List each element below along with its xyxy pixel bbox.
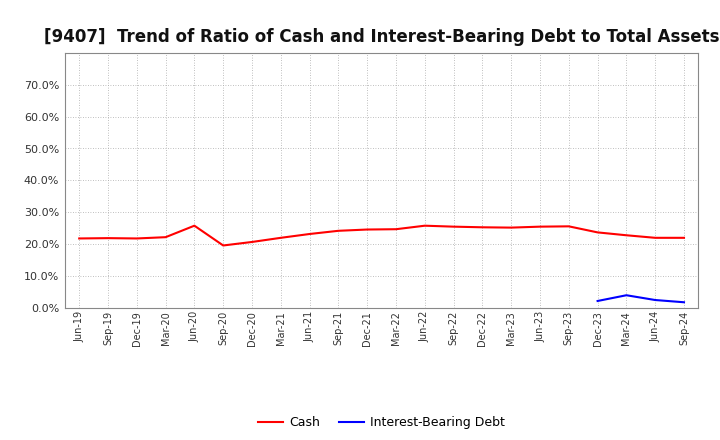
Interest-Bearing Debt	[680, 300, 688, 305]
Cash	[305, 231, 314, 237]
Cash	[680, 235, 688, 240]
Cash	[392, 227, 400, 232]
Cash	[507, 225, 516, 230]
Cash	[420, 223, 429, 228]
Cash	[478, 225, 487, 230]
Cash	[276, 235, 285, 240]
Cash	[248, 239, 256, 245]
Interest-Bearing Debt	[593, 298, 602, 304]
Cash	[190, 223, 199, 228]
Cash	[593, 230, 602, 235]
Interest-Bearing Debt	[622, 293, 631, 298]
Cash	[75, 236, 84, 241]
Cash	[622, 233, 631, 238]
Cash	[219, 243, 228, 248]
Cash	[449, 224, 458, 229]
Cash	[132, 236, 141, 241]
Cash	[564, 224, 573, 229]
Cash	[161, 235, 170, 240]
Line: Cash: Cash	[79, 226, 684, 246]
Cash	[363, 227, 372, 232]
Cash	[536, 224, 544, 229]
Cash	[651, 235, 660, 240]
Legend: Cash, Interest-Bearing Debt: Cash, Interest-Bearing Debt	[253, 411, 510, 434]
Line: Interest-Bearing Debt: Interest-Bearing Debt	[598, 295, 684, 302]
Cash	[104, 235, 112, 241]
Interest-Bearing Debt	[651, 297, 660, 303]
Title: [9407]  Trend of Ratio of Cash and Interest-Bearing Debt to Total Assets: [9407] Trend of Ratio of Cash and Intere…	[44, 28, 719, 46]
Cash	[334, 228, 343, 234]
